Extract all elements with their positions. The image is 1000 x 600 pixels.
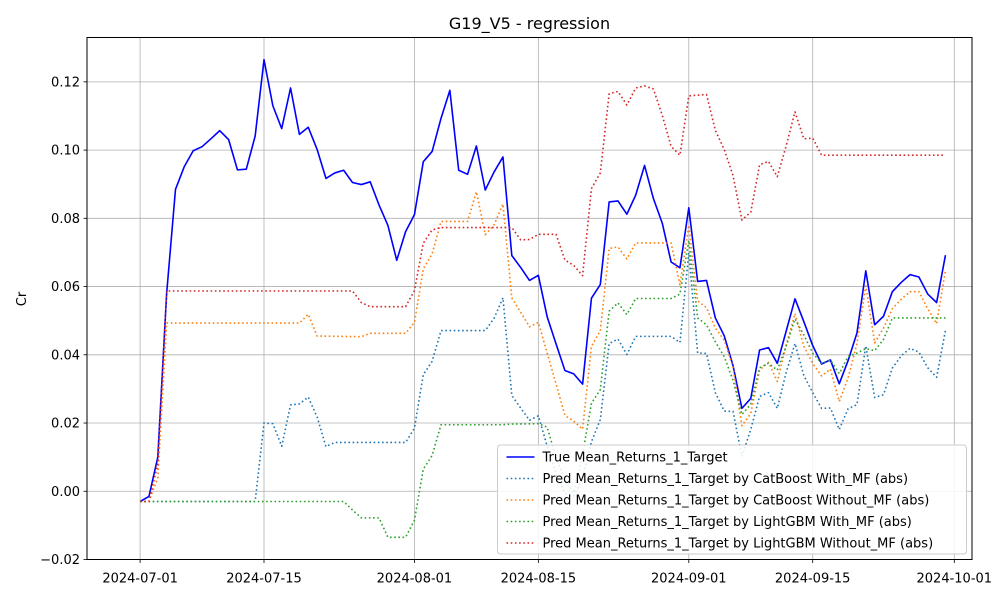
x-tick-label: 2024-08-01 bbox=[377, 572, 453, 587]
series-line-4 bbox=[140, 85, 946, 503]
x-tick-label: 2024-07-15 bbox=[226, 572, 302, 587]
y-tick-label: 0.02 bbox=[51, 417, 80, 432]
y-tick-label: 0.10 bbox=[51, 144, 80, 159]
y-axis-label: Cr bbox=[15, 291, 30, 306]
series-line-3 bbox=[140, 239, 946, 539]
legend-label: Pred Mean_Returns_1_Target by LightGBM W… bbox=[543, 515, 912, 530]
plot-frame bbox=[86, 37, 973, 560]
legend-label: Pred Mean_Returns_1_Target by CatBoost W… bbox=[543, 494, 930, 509]
x-tick-label: 2024-08-15 bbox=[501, 572, 577, 587]
chart-title: G19_V5 - regression bbox=[449, 14, 610, 34]
y-tick-label: −0.02 bbox=[40, 553, 80, 568]
y-tick-label: 0.12 bbox=[51, 75, 80, 90]
legend-box bbox=[497, 444, 967, 555]
x-tick-label: 2024-09-15 bbox=[775, 572, 851, 587]
legend-label: Pred Mean_Returns_1_Target by CatBoost W… bbox=[543, 472, 909, 487]
y-tick-label: 0.08 bbox=[51, 212, 80, 227]
y-tick-label: 0.06 bbox=[51, 280, 80, 295]
series-layer bbox=[139, 58, 947, 539]
y-tick-label: 0.00 bbox=[51, 485, 80, 500]
y-tick-label: 0.04 bbox=[51, 348, 80, 363]
x-tick-label: 2024-07-01 bbox=[102, 572, 178, 587]
axes: −0.02 0.00 0.02 0.04 0.06 0.08 0.10 0.12 2024-07… bbox=[40, 75, 992, 586]
legend-label: True Mean_Returns_1_Target bbox=[542, 451, 728, 466]
legend-label: Pred Mean_Returns_1_Target by LightGBM W… bbox=[543, 537, 934, 552]
series-line-0 bbox=[139, 58, 947, 503]
legend: True Mean_Returns_1_Target Pred Mean_Retu… bbox=[497, 444, 967, 555]
x-tick-label: 2024-10-01 bbox=[917, 572, 993, 587]
x-tick-label: 2024-09-01 bbox=[651, 572, 727, 587]
series-line-2 bbox=[140, 190, 947, 503]
